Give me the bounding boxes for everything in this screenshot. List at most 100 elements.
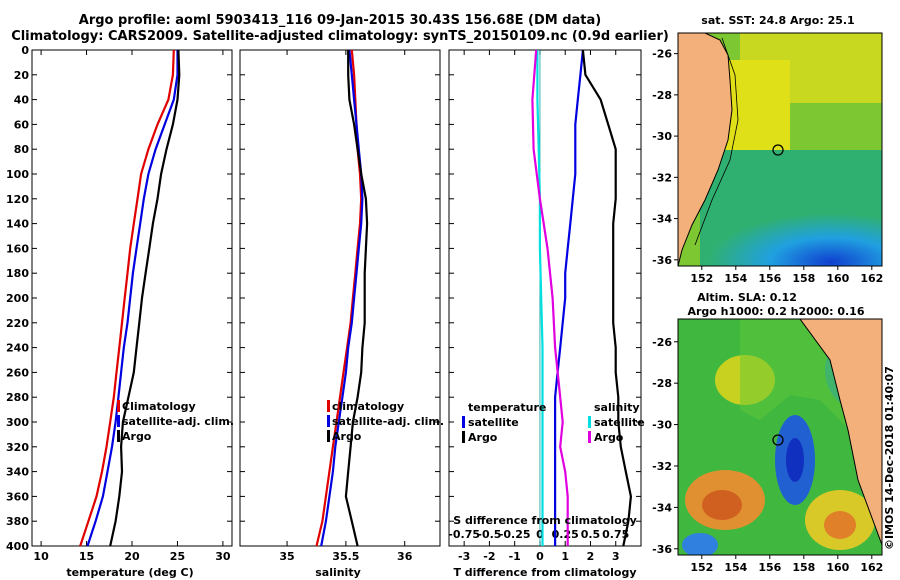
difference-xlabel: T difference from climatology [453,566,636,579]
lon-tick-label: 160 [826,272,849,285]
sla-map-title2: Argo h1000: 0.2 h2000: 0.16 [687,305,864,318]
lon-tick-label: 152 [690,561,713,574]
legend-swatch-argo [327,430,330,442]
difference-axes: -3 -2 -1 0 1 2 3 -0.75-0.5-0.25 0 0.25 0.5 0.75 [448,49,641,563]
y-tick-label: 340 [6,466,29,479]
legend-label-s-argo: Argo [594,431,624,444]
s-tick-label: 0.75 [602,528,629,541]
lat-tick-label: -36 [652,254,672,267]
sla-high-se-core [824,511,856,539]
s-tick-label: 0.5 [581,528,601,541]
sst-map-frame [677,32,883,267]
lat-tick-label: -28 [652,89,672,102]
y-tick-label: 60 [14,118,30,131]
legend-label-argo: Argo [122,430,152,443]
salinity-panel-frame [239,49,441,547]
sla-low-center-core [786,438,804,482]
x-tick-label: 1 [561,550,569,563]
y-tick-label: 140 [6,218,29,231]
legend-label-satellite: satellite-adj. clim. [122,415,234,428]
legend-swatch-s-satellite [588,416,591,428]
y-tick-label: 80 [14,143,30,156]
lon-tick-label: 156 [758,272,781,285]
legend-label-t-argo: Argo [468,431,498,444]
salinity-xlabel: salinity [315,566,361,579]
y-tick-label: 20 [14,69,30,82]
sst-map: -26 -28 -30 -32 -34 -36 152 154 156 158 160 162 [652,32,883,285]
x-tick-label: 35 [279,550,294,563]
sst-contour-line [694,37,739,246]
x-tick-label: -3 [458,550,470,563]
series-climatology [79,49,175,547]
x-tick-label: 35.5 [332,550,359,563]
series-s-satellite [536,50,544,546]
legend-label-s-satellite: satellite [594,416,645,429]
x-tick-label: 15 [79,550,94,563]
x-tick-label: 3 [612,550,620,563]
sst-cold-patch [678,185,882,266]
salinity-legend: climatology satellite-adj. clim. Argo [327,400,444,443]
y-tick-label: 200 [6,292,29,305]
y-tick-label: 180 [6,267,29,280]
y-tick-label: 320 [6,441,29,454]
lat-tick-label: -28 [652,377,672,390]
salinity-axes: 35 35.5 36 [240,49,440,563]
temperature-panel-frame [31,49,233,547]
y-tick-label: 380 [6,515,29,528]
x-tick-label: 2 [587,550,595,563]
x-tick-label: 10 [33,550,49,563]
legend-swatch-t-argo [462,431,465,443]
series-t-argo [581,49,633,547]
legend-swatch-argo [117,430,120,442]
y-tick-label: 160 [6,242,29,255]
legend-swatch-s-argo [588,431,591,443]
legend-label-argo: Argo [332,430,362,443]
legend-label-satellite: satellite-adj. clim. [332,415,444,428]
sla-high-sw-core [702,490,742,520]
lon-tick-label: 162 [860,561,883,574]
s-tick-label: 0 [536,528,544,541]
s-tick-label: 0.25 [552,528,579,541]
legend-swatch-satellite [117,415,120,427]
x-tick-label: 25 [170,550,185,563]
x-tick-label: 36 [397,550,413,563]
legend-swatch-climatology [327,400,330,412]
sst-land-australia [678,33,733,266]
lat-tick-label: -32 [652,460,672,473]
series-t-satellite [553,49,584,546]
y-tick-label: 300 [6,416,29,429]
lon-tick-label: 158 [792,561,815,574]
lat-tick-label: -26 [652,48,672,61]
legend-swatch-t-satellite [462,416,465,428]
x-tick-label: 30 [215,550,231,563]
lon-tick-label: 156 [758,561,781,574]
lat-tick-label: -34 [652,501,672,514]
sst-lon-ticks: 152 154 156 158 160 162 [690,266,883,285]
legend-t-title: temperature [468,401,546,414]
lat-tick-label: -26 [652,336,672,349]
sla-argo-marker [772,434,784,446]
y-tick-label: 220 [6,317,29,330]
y-tick-label: 100 [6,168,29,181]
sst-map-title: sat. SST: 24.8 Argo: 25.1 [701,14,854,27]
s-tick-label: -0.5 [477,528,501,541]
lon-tick-label: 154 [724,272,747,285]
y-tick-label: 40 [14,94,30,107]
x-tick-label: 20 [124,550,140,563]
lat-tick-label: -36 [652,543,672,556]
s-tick-label: -0.75 [448,528,480,541]
series-argo [109,49,181,547]
sla-low-sw [682,533,718,555]
sla-map-frame [677,318,883,556]
s-tick-label: -0.25 [499,528,531,541]
y-tick-label: 120 [6,193,29,206]
legend-s-title: salinity [594,401,640,414]
temperature-legend: Climatology satellite-adj. clim. Argo [117,400,234,443]
temperature-axes: 0 20 40 60 80 100 120 140 160 180 200 220 240 260 280 3… [6,44,232,563]
sla-land-australia [799,319,882,546]
y-tick-label: 360 [6,490,29,503]
temperature-xlabel: temperature (deg C) [66,566,193,579]
sla-map: -26 -28 -30 -32 -34 -36 152 154 156 158 160 162 [652,318,883,574]
figure-title-line2: Climatology: CARS2009. Satellite-adjuste… [11,29,669,44]
legend-swatch-satellite [327,415,330,427]
